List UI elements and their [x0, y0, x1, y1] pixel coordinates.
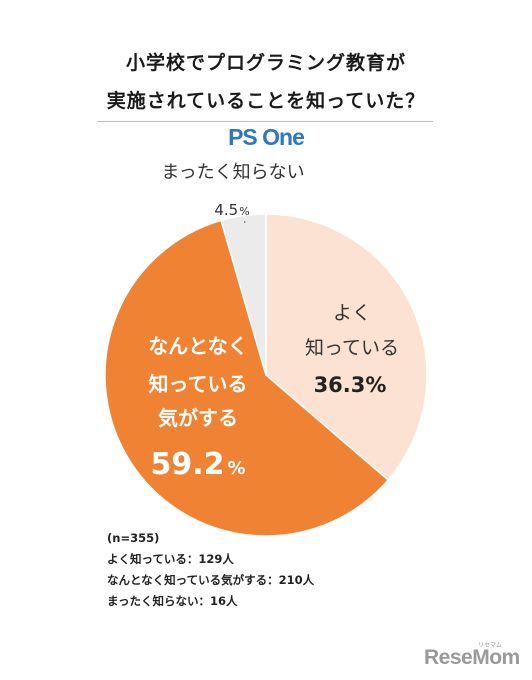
slice-2-value: 4.5%: [214, 201, 249, 219]
note-sample-size: (n=355): [107, 531, 160, 545]
pie-slice-2: [220, 213, 267, 376]
brand-label: PS One: [228, 124, 305, 150]
slice-1-label-line-2: 知っている: [149, 372, 248, 396]
chart-title-line-1: 小学校でプログラミング教育が: [125, 52, 406, 74]
logo-subtext: リセマム: [478, 642, 503, 649]
slice-0-label-line-2: 知っている: [305, 337, 399, 359]
title-divider: [97, 121, 433, 122]
slice-2-label: まったく知らない: [161, 162, 304, 183]
slice-1-label-line-3: 気がする: [158, 406, 238, 430]
chart-title-line-2: 実施されていることを知っていた？: [106, 90, 426, 112]
slice-0-label-line-1: よく: [333, 302, 371, 324]
pie-slice-0: [265, 213, 428, 482]
note-count-know-well: よく知っている：129人: [107, 552, 234, 566]
chart-notes: (n=355) よく知っている：129人 なんとなく知っている気がする：210人…: [107, 528, 314, 612]
note-count-somewhat: なんとなく知っている気がする：210人: [107, 573, 315, 587]
note-count-not-at-all: まったく知らない：16人: [107, 594, 238, 608]
resemom-logo: ReseMom: [424, 646, 520, 669]
slice-0-value: 36.3%: [314, 373, 387, 397]
slice-2-leader-line: [243, 220, 246, 224]
slice-1-value: 59.2%: [150, 447, 245, 482]
slice-1-label-line-1: なんとなく: [148, 334, 247, 358]
pie-slice-1: [104, 219, 390, 537]
